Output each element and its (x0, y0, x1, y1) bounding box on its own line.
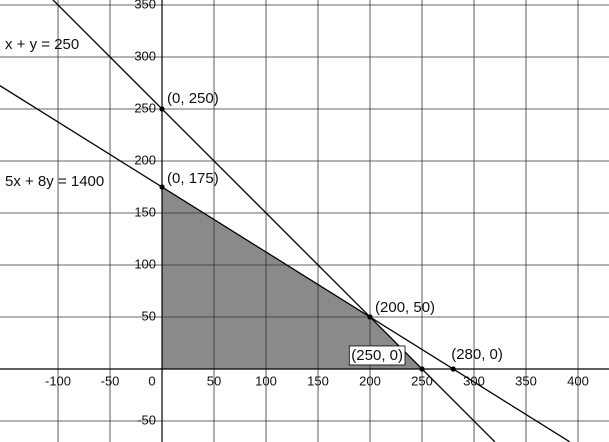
x-tick-label: -50 (101, 373, 120, 388)
x-tick-label: 200 (359, 373, 381, 388)
point (419, 366, 425, 372)
point-label: (0, 250) (167, 90, 219, 107)
x-tick-label: -100 (45, 373, 71, 388)
point (367, 314, 373, 320)
y-tick-label: 300 (134, 48, 156, 63)
y-tick-label: 250 (134, 100, 156, 115)
line-label: x + y = 250 (5, 36, 79, 53)
y-tick-label: 200 (134, 152, 156, 167)
point-label: (200, 50) (375, 299, 435, 316)
y-tick-label: 350 (134, 0, 156, 11)
x-tick-label: 100 (255, 373, 277, 388)
x-tick-label: 150 (307, 373, 329, 388)
point (450, 366, 456, 372)
x-tick-label: 350 (515, 373, 537, 388)
label-box (348, 345, 406, 366)
x-tick-label: 250 (411, 373, 433, 388)
y-tick-label: 50 (142, 308, 156, 323)
y-tick-label: -50 (137, 412, 156, 427)
feasible-region (162, 186, 423, 369)
y-tick-label: 100 (134, 256, 156, 271)
x-tick-label: 400 (567, 373, 589, 388)
line (0, 85, 571, 442)
line-label: 5x + 8y = 1400 (5, 173, 104, 190)
point-label: (250, 0) (351, 347, 403, 364)
point (159, 106, 165, 112)
point-label: (280, 0) (451, 346, 503, 363)
point-label: (0, 175) (167, 170, 219, 187)
x-tick-label: 0 (148, 373, 155, 388)
x-tick-label: 50 (207, 373, 221, 388)
point (159, 184, 165, 190)
y-tick-label: 150 (134, 204, 156, 219)
